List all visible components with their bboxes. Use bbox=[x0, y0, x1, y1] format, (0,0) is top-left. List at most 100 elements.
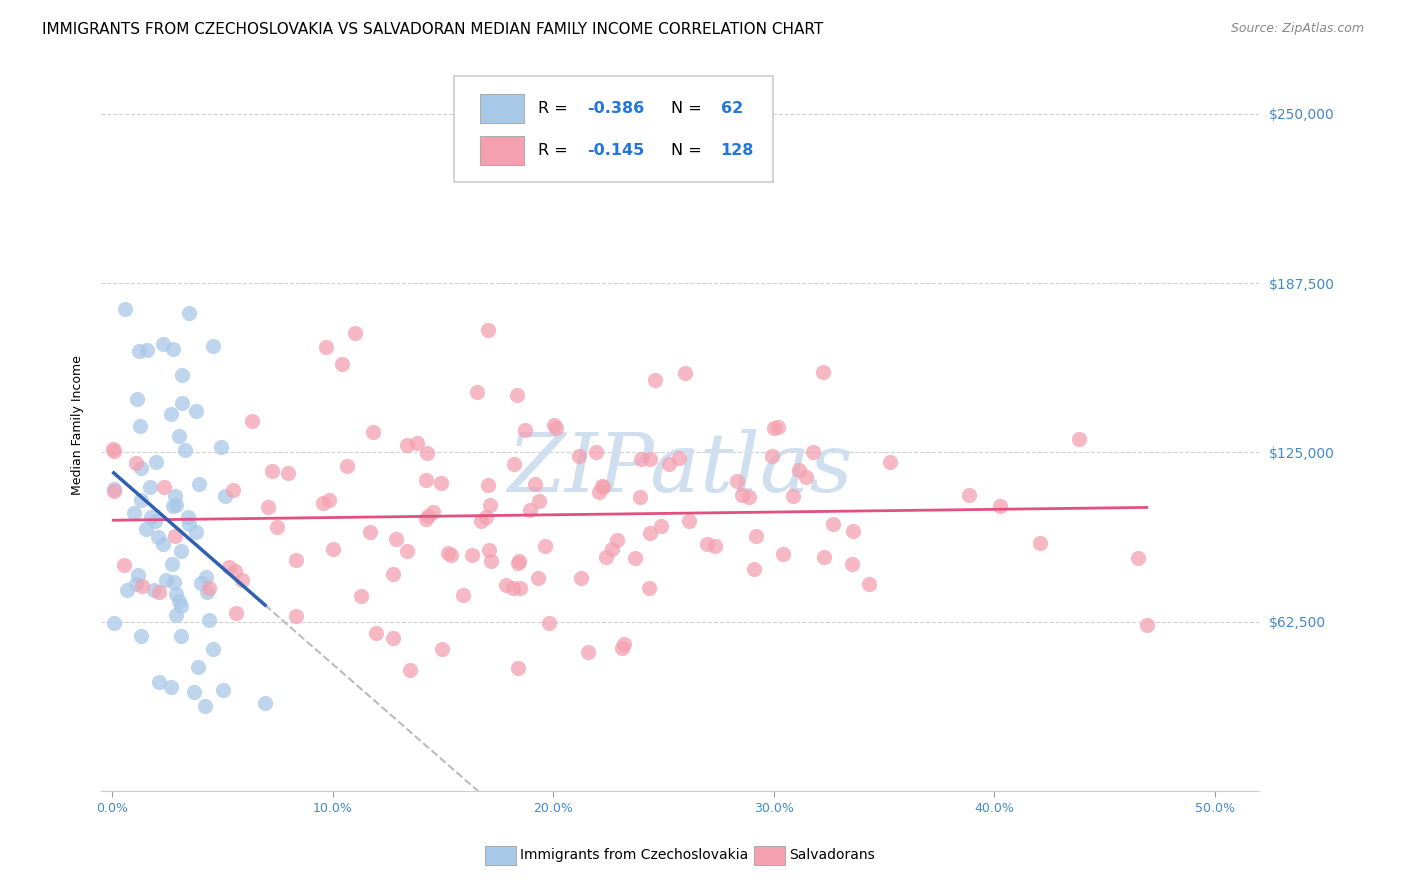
Point bbox=[395, 437, 418, 451]
Point bbox=[170, 544, 193, 558]
Point bbox=[613, 637, 636, 651]
Point bbox=[1067, 432, 1090, 446]
Point bbox=[183, 685, 205, 699]
Point bbox=[361, 425, 384, 439]
Text: ZIPatlas: ZIPatlas bbox=[508, 429, 852, 509]
Point bbox=[568, 450, 591, 464]
Text: Salvadorans: Salvadorans bbox=[789, 847, 875, 862]
Point bbox=[170, 599, 193, 613]
Point bbox=[162, 343, 184, 357]
Point bbox=[225, 606, 247, 620]
Point bbox=[202, 642, 225, 657]
Point bbox=[623, 551, 645, 566]
Point bbox=[139, 510, 162, 524]
Point bbox=[841, 557, 863, 571]
Point bbox=[803, 445, 825, 459]
Point bbox=[592, 480, 614, 494]
Point bbox=[509, 581, 531, 595]
Point bbox=[169, 594, 191, 608]
Point bbox=[198, 582, 221, 596]
Point bbox=[129, 629, 152, 643]
Point bbox=[172, 368, 194, 383]
Point bbox=[165, 607, 187, 622]
Point bbox=[503, 458, 526, 472]
Point bbox=[416, 446, 439, 460]
Point bbox=[543, 417, 565, 432]
Text: N =: N = bbox=[671, 143, 707, 158]
Point bbox=[201, 338, 224, 352]
Y-axis label: Median Family Income: Median Family Income bbox=[72, 355, 84, 495]
Point bbox=[148, 674, 170, 689]
Point bbox=[186, 525, 208, 540]
Point bbox=[782, 489, 804, 503]
Point bbox=[127, 392, 149, 407]
Text: 62: 62 bbox=[720, 101, 742, 116]
Point bbox=[266, 520, 288, 534]
Point bbox=[650, 519, 672, 533]
Point bbox=[364, 625, 387, 640]
Point bbox=[284, 553, 307, 567]
Point bbox=[640, 451, 662, 466]
Point bbox=[1029, 536, 1052, 550]
Point bbox=[477, 478, 499, 492]
Point bbox=[146, 530, 169, 544]
Point bbox=[103, 482, 125, 496]
Point bbox=[600, 542, 623, 557]
Point bbox=[479, 554, 502, 568]
Point bbox=[153, 480, 176, 494]
Point bbox=[595, 550, 617, 565]
Point bbox=[731, 488, 754, 502]
Point bbox=[451, 588, 474, 602]
Point bbox=[381, 632, 404, 646]
Point bbox=[508, 554, 530, 568]
Point bbox=[184, 404, 207, 418]
Point bbox=[165, 529, 187, 543]
Point bbox=[502, 581, 524, 595]
Point bbox=[179, 306, 201, 320]
Point bbox=[256, 500, 278, 514]
Bar bbox=[479, 136, 523, 165]
Point bbox=[143, 514, 166, 528]
Point bbox=[405, 435, 427, 450]
Text: 128: 128 bbox=[720, 143, 754, 158]
Point bbox=[385, 532, 408, 546]
Point bbox=[519, 503, 541, 517]
Text: R =: R = bbox=[537, 101, 572, 116]
Point bbox=[166, 587, 188, 601]
Point bbox=[416, 508, 439, 523]
Point bbox=[696, 537, 718, 551]
Point bbox=[139, 480, 162, 494]
Point bbox=[399, 664, 422, 678]
Point bbox=[637, 581, 659, 595]
Point bbox=[262, 464, 284, 478]
Point bbox=[879, 455, 901, 469]
Point bbox=[160, 557, 183, 571]
Point bbox=[148, 585, 170, 599]
Point bbox=[330, 357, 353, 371]
Point bbox=[163, 574, 186, 589]
Point bbox=[813, 365, 835, 379]
Point bbox=[218, 559, 240, 574]
Text: Immigrants from Czechoslovakia: Immigrants from Czechoslovakia bbox=[520, 847, 748, 862]
Point bbox=[127, 567, 149, 582]
Point bbox=[128, 418, 150, 433]
Point bbox=[197, 613, 219, 627]
Point bbox=[129, 461, 152, 475]
Point bbox=[422, 505, 444, 519]
Point bbox=[165, 498, 187, 512]
Point bbox=[155, 573, 177, 587]
Point bbox=[772, 547, 794, 561]
Point bbox=[763, 421, 786, 435]
Point bbox=[440, 548, 463, 562]
Point bbox=[527, 572, 550, 586]
Point bbox=[478, 498, 501, 512]
Point bbox=[658, 457, 681, 471]
Point bbox=[841, 524, 863, 538]
Point bbox=[527, 493, 550, 508]
Bar bbox=[479, 94, 523, 123]
Point bbox=[277, 466, 299, 480]
Point bbox=[478, 542, 501, 557]
Point bbox=[789, 463, 811, 477]
Point bbox=[725, 474, 748, 488]
Point bbox=[588, 484, 610, 499]
